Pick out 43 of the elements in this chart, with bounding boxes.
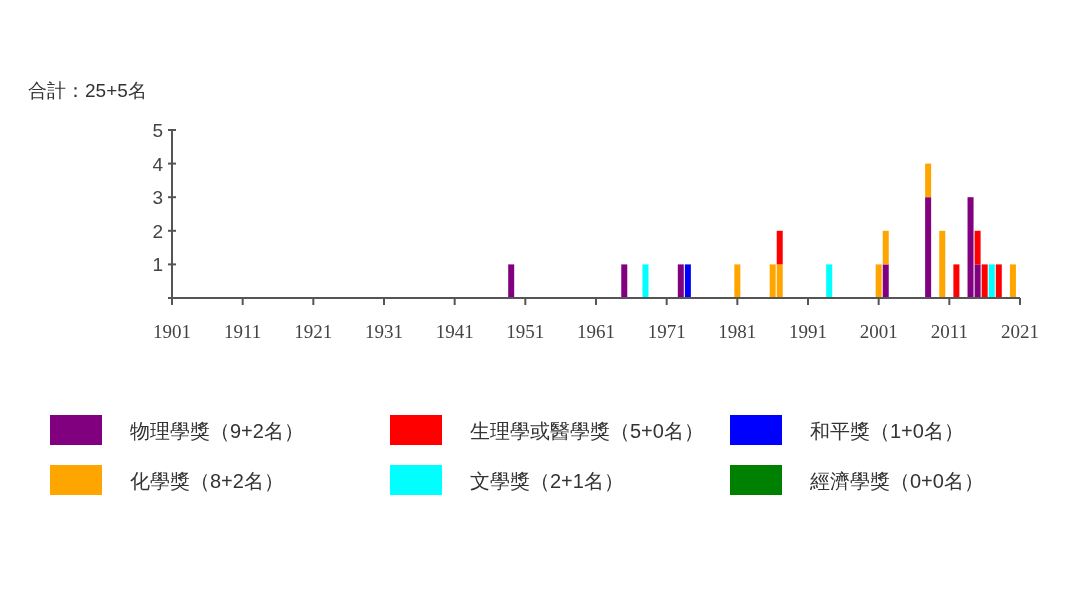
x-tick-label: 1991 [789, 321, 827, 342]
bar [621, 264, 628, 298]
bar [776, 230, 783, 265]
x-tick-label: 1921 [294, 321, 333, 342]
chart-title: 合計：25+5名 [28, 80, 147, 101]
bar [508, 264, 515, 298]
legend-label: 文學獎（2+1名） [470, 470, 624, 492]
legend-label: 經濟學獎（0+0名） [809, 470, 984, 492]
bar [875, 264, 882, 298]
legend-label: 化學獎（8+2名） [130, 470, 284, 492]
x-tick-label: 2021 [1001, 321, 1039, 342]
bar [882, 230, 889, 265]
bar [882, 264, 889, 298]
bar [925, 197, 932, 298]
bar [826, 264, 833, 298]
x-tick-label: 1961 [577, 321, 615, 342]
x-tick-label: 1931 [365, 321, 403, 342]
bar [953, 264, 960, 298]
x-tick-label: 1951 [506, 321, 545, 342]
x-tick-label: 1911 [224, 321, 262, 342]
bar [981, 264, 988, 298]
bar [974, 230, 981, 265]
y-tick-label: 5 [152, 120, 163, 141]
x-tick-label: 1941 [435, 321, 474, 342]
y-tick-label: 3 [152, 187, 163, 209]
x-tick-label: 2001 [859, 321, 898, 342]
bar [925, 163, 932, 198]
legend-label: 物理學獎（9+2名） [130, 420, 304, 442]
y-tick-label: 4 [152, 153, 164, 175]
bar [642, 264, 649, 298]
y-tick-label: 1 [152, 254, 163, 276]
x-tick-label: 1981 [718, 321, 757, 342]
x-tick-label: 2011 [930, 321, 968, 342]
bar [1009, 264, 1016, 298]
bar [988, 264, 995, 298]
x-tick-label: 1971 [647, 321, 686, 342]
y-tick-label: 2 [152, 220, 163, 242]
x-tick-label: 1901 [153, 321, 191, 342]
legend-label: 生理學或醫學獎（5+0名） [470, 420, 704, 442]
bar [939, 230, 946, 298]
bar [995, 264, 1002, 298]
legend-label: 和平獎（1+0名） [810, 420, 964, 442]
bar [734, 264, 741, 298]
